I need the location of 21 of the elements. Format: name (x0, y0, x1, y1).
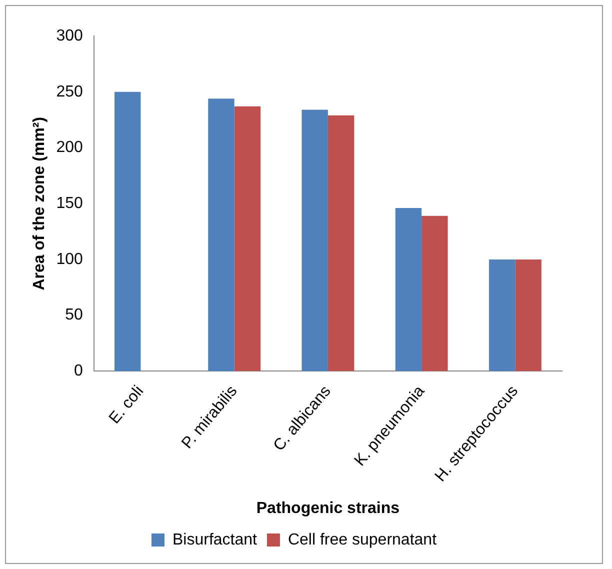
bar (488, 259, 516, 372)
y-tick-label: 200 (56, 139, 83, 156)
bar (208, 98, 234, 372)
bar (114, 92, 141, 372)
bar (395, 208, 422, 372)
y-tick-label: 50 (65, 306, 83, 324)
y-axis-title: Area of the zone (mm²) (31, 116, 48, 290)
y-tick-label: 150 (56, 194, 83, 212)
legend-label: Cell free supernatant (288, 531, 438, 548)
bar (422, 216, 448, 372)
x-tick-label: E. coli (106, 382, 148, 428)
bar (234, 106, 261, 372)
bar (515, 259, 542, 372)
bar (328, 115, 354, 372)
legend-label: Bisurfactant (172, 531, 258, 548)
y-tick-label: 0 (74, 362, 83, 380)
y-tick-label: 250 (56, 83, 83, 100)
bar (302, 110, 328, 372)
x-axis-title: Pathogenic strains (256, 500, 400, 517)
y-tick-label: 300 (56, 27, 83, 44)
y-tick-label: 100 (56, 250, 83, 268)
